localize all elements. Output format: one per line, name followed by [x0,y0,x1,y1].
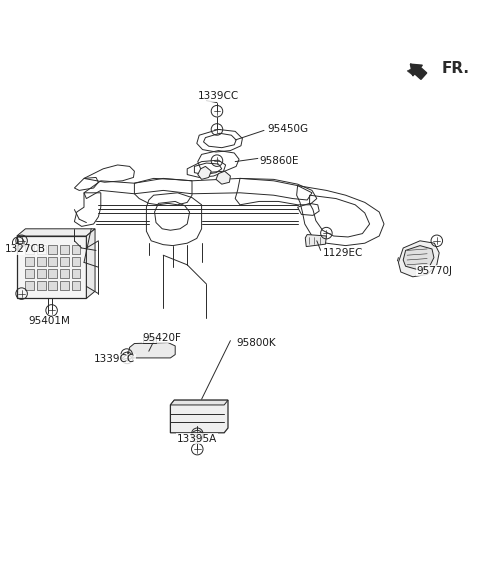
Bar [25,269,34,278]
Text: 95450G: 95450G [268,124,309,135]
Bar [25,245,34,254]
Bar [37,257,46,266]
Bar [25,281,34,290]
Text: FR.: FR. [442,61,469,76]
Bar [37,269,46,278]
Polygon shape [398,241,439,277]
Bar [48,269,57,278]
Bar [72,281,80,290]
Text: 95860E: 95860E [259,156,299,166]
Text: 13395A: 13395A [177,433,217,444]
Bar [25,257,34,266]
Polygon shape [86,229,95,298]
Polygon shape [403,245,434,270]
Bar [17,236,86,298]
Text: 1327CB: 1327CB [5,244,46,254]
Text: 95420F: 95420F [143,333,181,343]
Bar [37,281,46,290]
Polygon shape [305,235,326,247]
Bar [48,245,57,254]
Bar [48,257,57,266]
Bar [72,269,80,278]
Polygon shape [17,229,95,236]
Polygon shape [143,337,156,343]
Polygon shape [198,166,211,179]
Polygon shape [128,343,175,358]
Text: 95770J: 95770J [417,266,453,275]
Text: 1339CC: 1339CC [198,91,239,101]
Bar [48,281,57,290]
Bar [60,269,69,278]
Polygon shape [170,400,228,405]
Polygon shape [216,171,230,184]
Bar [37,245,46,254]
Bar [72,257,80,266]
Bar [72,245,80,254]
FancyArrow shape [410,64,427,80]
Bar [60,257,69,266]
Polygon shape [170,400,228,433]
Text: 1339CC: 1339CC [94,354,135,364]
Text: 1129EC: 1129EC [323,248,363,258]
Text: 95800K: 95800K [236,337,276,348]
Polygon shape [407,63,422,77]
Bar [60,281,69,290]
Text: 95401M: 95401M [28,316,71,327]
Bar [60,245,69,254]
